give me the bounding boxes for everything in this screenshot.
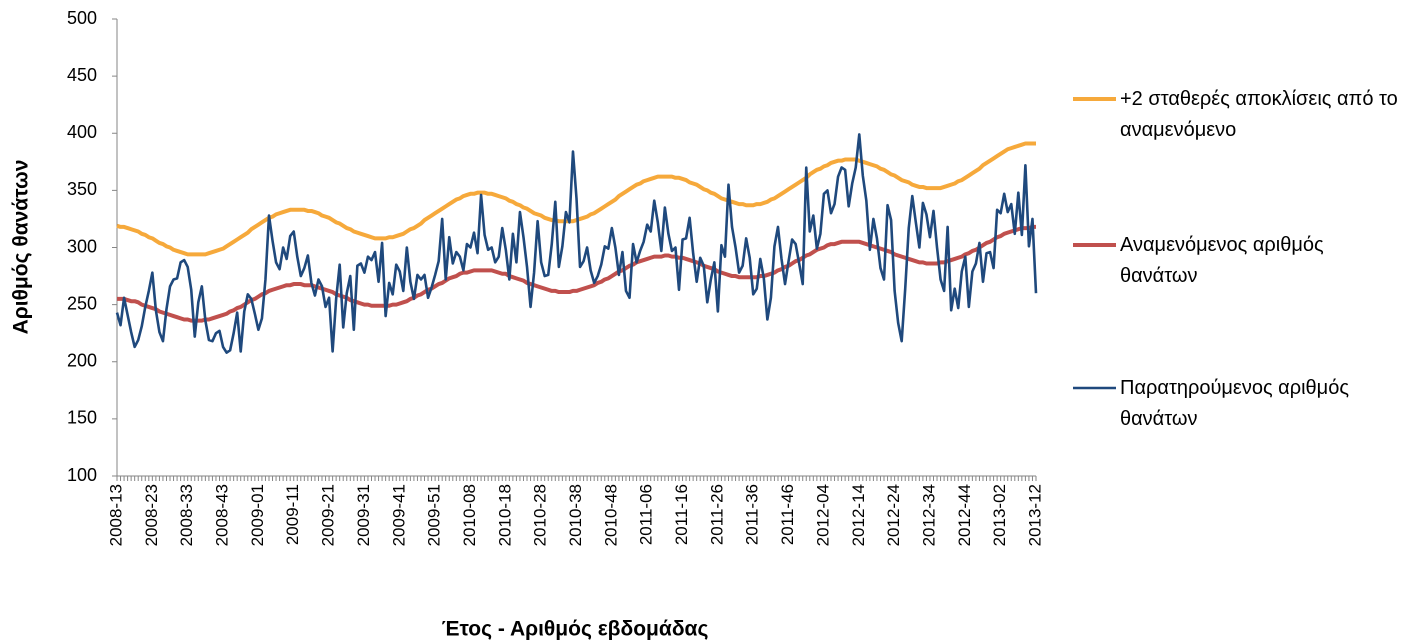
x-tick-label: 2009-11 (283, 484, 302, 545)
x-tick-label: 2010-18 (495, 484, 514, 546)
x-tick-label: 2009-51 (425, 484, 444, 546)
x-tick-label: 2012-04 (813, 484, 832, 546)
y-tick-label: 450 (67, 65, 97, 85)
y-axis-title: Αριθμός θανάτων (10, 160, 33, 335)
x-tick-label: 2012-34 (919, 484, 938, 546)
x-tick-label: 2008-43 (213, 484, 232, 546)
x-tick-label: 2013-02 (990, 484, 1009, 546)
x-tick-label: 2012-44 (955, 484, 974, 546)
x-tick-label: 2009-21 (319, 484, 338, 546)
x-tick-label: 2010-48 (601, 484, 620, 546)
series-line (115, 133, 1038, 354)
x-tick-label: 2009-41 (389, 484, 408, 546)
y-tick-label: 300 (67, 236, 97, 256)
x-tick-label: 2011-06 (637, 484, 656, 545)
x-tick-label: 2008-13 (106, 484, 125, 546)
y-tick-label: 100 (67, 465, 97, 485)
x-tick-label: 2008-33 (177, 484, 196, 546)
legend-label: +2 σταθερές αποκλίσεις από το αναμενόμεν… (1120, 88, 1398, 141)
legend-label: Αναμενόμενος αριθμός θανάτων (1120, 234, 1324, 287)
x-tick-label: 2009-31 (354, 484, 373, 546)
y-tick-label: 200 (67, 351, 97, 371)
y-tick-label: 350 (67, 179, 97, 199)
x-tick-label: 2009-01 (248, 484, 267, 546)
x-tick-label: 2012-24 (884, 484, 903, 546)
x-axis-title: Έτος - Αριθμός εβδομάδας (442, 618, 709, 641)
y-tick-label: 500 (67, 8, 97, 28)
x-tick-label: 2010-28 (531, 484, 550, 546)
series-line (117, 224, 1036, 323)
y-tick-label: 150 (67, 408, 97, 428)
y-tick-label: 250 (67, 293, 97, 313)
x-tick-label: 2013-12 (1025, 484, 1044, 546)
x-tick-label: 2010-38 (566, 484, 585, 546)
x-tick-label: 2008-23 (142, 484, 161, 546)
x-tick-label: 2011-16 (672, 484, 691, 545)
x-tick-label: 2011-46 (778, 484, 797, 545)
y-tick-label: 400 (67, 122, 97, 142)
x-tick-label: 2012-14 (849, 484, 868, 546)
x-tick-label: 2011-36 (743, 484, 762, 545)
x-tick-label: 2011-26 (707, 484, 726, 545)
x-tick-label: 2010-08 (460, 484, 479, 546)
legend-label: Παρατηρούμενος αριθμός θανάτων (1120, 377, 1349, 430)
